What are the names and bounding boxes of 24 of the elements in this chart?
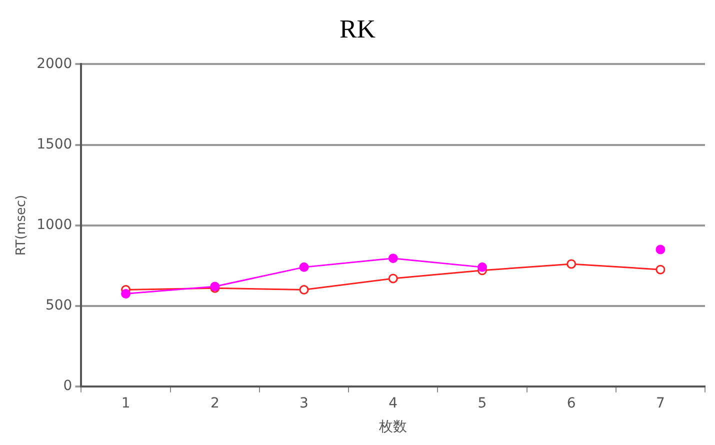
point [121, 289, 131, 299]
y-tick-label: 2000 [36, 56, 72, 72]
y-tick-label: 1000 [36, 216, 72, 233]
y-tick-label: 1500 [36, 136, 72, 152]
x-tick-label: 1 [121, 395, 130, 412]
x-axis-title: 枚数 [378, 419, 408, 436]
x-tick-label: 4 [388, 395, 398, 412]
point [388, 274, 398, 284]
point [477, 262, 487, 272]
point [656, 264, 666, 274]
y-tick-label: 0 [63, 378, 72, 394]
x-tick-label: 2 [210, 395, 220, 412]
point [388, 254, 398, 264]
x-tick-label: 6 [566, 395, 576, 412]
x-tick-label: 3 [300, 395, 308, 412]
point [299, 284, 309, 294]
point [566, 259, 576, 269]
y-axis-title: RT(msec) [14, 194, 30, 256]
x-tick-label: 5 [478, 395, 487, 412]
y-tick-label: 500 [45, 297, 72, 314]
chart-title: RK [339, 14, 376, 44]
x-tick-label: 7 [656, 395, 665, 412]
point [656, 244, 666, 254]
point [299, 262, 309, 272]
